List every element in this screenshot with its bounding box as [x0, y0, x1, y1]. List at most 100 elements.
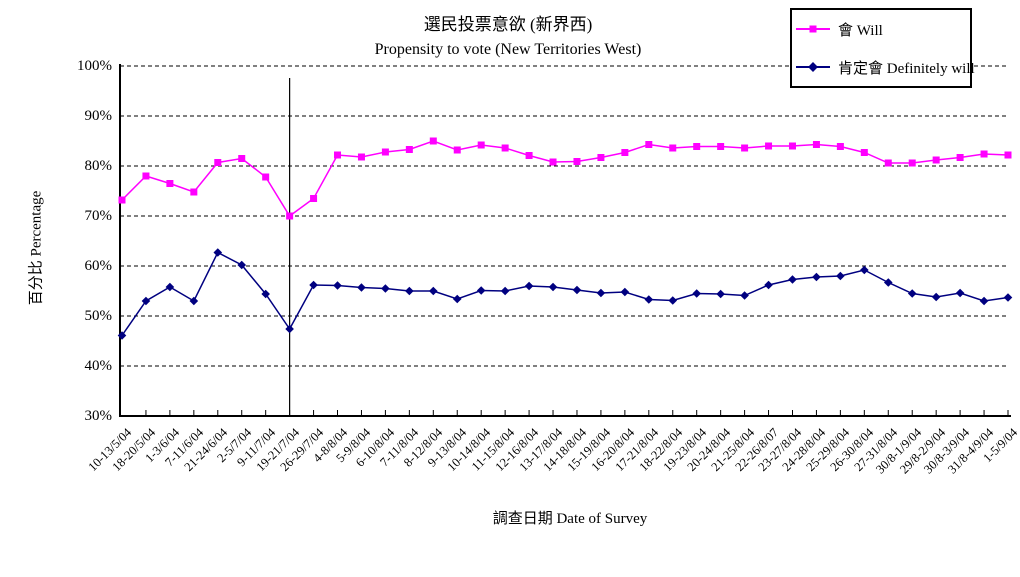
y-tick-label: 40% [84, 358, 113, 374]
series-definitely-will-point [476, 286, 486, 295]
series-will-point [836, 143, 844, 150]
series-definitely-will-point [357, 283, 366, 292]
series-will-point [166, 180, 174, 187]
series-definitely-will-point [548, 282, 558, 292]
legend: 會 Will 肯定會 Definitely will [790, 8, 975, 88]
series-definitely-will-point [117, 331, 127, 340]
series-definitely-will-point [644, 295, 654, 304]
series-will-point [573, 158, 581, 165]
series-will-point [190, 188, 198, 196]
series-definitely-will-point [692, 289, 702, 298]
series-will-point [717, 143, 725, 150]
chart-title-chinese: 選民投票意欲 (新界西) [423, 15, 593, 34]
series-will-point [453, 146, 461, 154]
series-will-point [310, 195, 318, 202]
series-will-point [908, 159, 916, 167]
series-definitely-will-point [788, 275, 797, 284]
chart-title-english: Propensity to vote (New Territories West… [374, 41, 642, 58]
series-definitely-will-point [620, 287, 630, 297]
series-will-line [121, 140, 1009, 218]
series-definitely-will-point [333, 281, 342, 290]
series-definitely-will-point [955, 288, 965, 298]
series-will-point [669, 144, 677, 152]
y-tick-label: 30% [84, 408, 113, 424]
legend-label-definitely-will: 肯定會 Definitely will [838, 60, 975, 77]
series-will-point [357, 153, 365, 161]
series-definitely-will-point [452, 294, 462, 304]
series-will-point [334, 151, 342, 159]
series-will-point [381, 148, 389, 156]
series-definitely-will-point [237, 260, 247, 270]
definitely-will-line-sample [796, 62, 830, 72]
series-definitely-will-point [596, 288, 606, 298]
y-tick-label: 80% [84, 158, 113, 174]
series-definitely-will-point [812, 272, 821, 282]
series-definitely-will-point [860, 265, 869, 275]
series-will-point [645, 141, 653, 148]
series-will-point [214, 159, 222, 166]
series-definitely-will-point [979, 296, 989, 306]
chart-title: 選民投票意欲 (新界西) Propensity to vote (New Ter… [0, 12, 1016, 62]
series-definitely-will-point [261, 289, 270, 299]
legend-item-definitely-will: 肯定會 Definitely will [792, 48, 975, 86]
will-line-sample [796, 25, 830, 33]
y-tick-label: 100% [77, 58, 112, 74]
series-will-point [956, 154, 964, 161]
series-definitely-will-point [907, 289, 917, 298]
series-will-point [812, 141, 820, 148]
series-definitely-will-point [405, 286, 414, 296]
series-definitely-will-point [285, 324, 294, 334]
legend-label-will: 會 Will [838, 22, 883, 39]
series-will-point [262, 173, 270, 181]
series-will-point [549, 158, 557, 166]
series-definitely-will-point [500, 286, 510, 296]
series-will-point [788, 142, 796, 150]
series-will-point [932, 156, 940, 164]
series-definitely-will-line [121, 251, 1009, 336]
series-will-point [501, 144, 509, 152]
plot-area [117, 64, 1013, 417]
square-marker-icon [809, 25, 817, 33]
series-will-point [884, 159, 892, 167]
series-definitely-will-point [716, 289, 725, 299]
series-definitely-will-point [883, 278, 893, 287]
series-definitely-will-point [381, 284, 390, 293]
series-definitely-will-point [764, 280, 773, 290]
series-will-point [405, 146, 413, 153]
series-will-point [597, 154, 605, 161]
series-definitely-will-point [428, 286, 438, 296]
x-axis-title: 調查日期 Date of Survey [492, 511, 648, 527]
series-definitely-will-point [189, 296, 199, 306]
series-definitely-will-point [668, 296, 678, 305]
series-will-point [286, 212, 294, 220]
diamond-marker-icon [808, 62, 818, 72]
series-will-point [238, 155, 246, 162]
legend-item-will: 會 Will [792, 10, 970, 48]
series-will-point [142, 172, 150, 180]
series-will-point [477, 141, 485, 149]
series-will-point [525, 152, 533, 159]
series-will-point [693, 143, 701, 150]
series-definitely-will-point [1003, 293, 1013, 302]
series-definitely-will-point [931, 292, 941, 302]
series-will-point [980, 150, 988, 158]
series-will-point [1004, 151, 1012, 159]
y-tick-label: 90% [84, 108, 113, 124]
y-tick-label: 50% [84, 308, 113, 324]
series-will-point [621, 149, 629, 156]
series-definitely-will-point [572, 285, 582, 295]
series-will-point [118, 196, 126, 204]
series-will-point [429, 137, 437, 145]
series-definitely-will-point [836, 271, 845, 281]
series-definitely-will-point [141, 296, 151, 306]
series-will-point [765, 142, 773, 150]
y-tick-label: 60% [84, 258, 113, 274]
series-definitely-will-point [165, 282, 175, 292]
series-will-point [860, 149, 868, 156]
series-definitely-will-point [309, 280, 318, 290]
y-tick-label: 70% [84, 208, 113, 224]
series-definitely-will-point [524, 281, 534, 291]
series-definitely-will-point [740, 291, 749, 300]
series-will-point [741, 144, 749, 152]
series-definitely-will-point [213, 248, 223, 257]
